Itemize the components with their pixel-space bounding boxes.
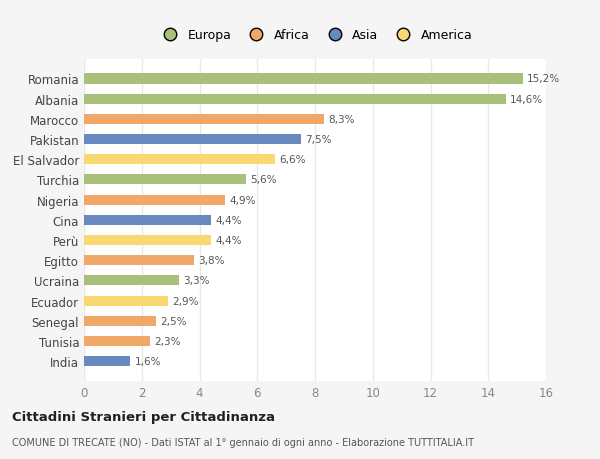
Bar bbox=[84, 256, 194, 266]
Text: 4,4%: 4,4% bbox=[215, 235, 242, 246]
Bar bbox=[84, 175, 246, 185]
Bar bbox=[84, 115, 323, 125]
Bar bbox=[84, 336, 151, 346]
Text: 1,6%: 1,6% bbox=[134, 356, 161, 366]
Text: 4,4%: 4,4% bbox=[215, 215, 242, 225]
Legend: Europa, Africa, Asia, America: Europa, Africa, Asia, America bbox=[152, 24, 478, 47]
Text: COMUNE DI TRECATE (NO) - Dati ISTAT al 1° gennaio di ogni anno - Elaborazione TU: COMUNE DI TRECATE (NO) - Dati ISTAT al 1… bbox=[12, 437, 474, 447]
Text: 3,3%: 3,3% bbox=[184, 276, 210, 286]
Text: 8,3%: 8,3% bbox=[328, 115, 355, 124]
Bar bbox=[84, 215, 211, 225]
Text: 6,6%: 6,6% bbox=[279, 155, 305, 165]
Text: 5,6%: 5,6% bbox=[250, 175, 277, 185]
Bar bbox=[84, 296, 168, 306]
Bar bbox=[84, 195, 226, 205]
Bar bbox=[84, 235, 211, 246]
Text: 3,8%: 3,8% bbox=[198, 256, 224, 266]
Bar bbox=[84, 95, 506, 105]
Text: 2,5%: 2,5% bbox=[161, 316, 187, 326]
Text: 15,2%: 15,2% bbox=[527, 74, 560, 84]
Text: 7,5%: 7,5% bbox=[305, 135, 331, 145]
Text: 14,6%: 14,6% bbox=[510, 95, 543, 105]
Bar bbox=[84, 74, 523, 84]
Text: Cittadini Stranieri per Cittadinanza: Cittadini Stranieri per Cittadinanza bbox=[12, 410, 275, 423]
Bar bbox=[84, 276, 179, 286]
Bar bbox=[84, 356, 130, 366]
Bar bbox=[84, 155, 275, 165]
Bar bbox=[84, 316, 156, 326]
Text: 4,9%: 4,9% bbox=[230, 195, 256, 205]
Text: 2,3%: 2,3% bbox=[155, 336, 181, 346]
Bar bbox=[84, 134, 301, 145]
Text: 2,9%: 2,9% bbox=[172, 296, 199, 306]
